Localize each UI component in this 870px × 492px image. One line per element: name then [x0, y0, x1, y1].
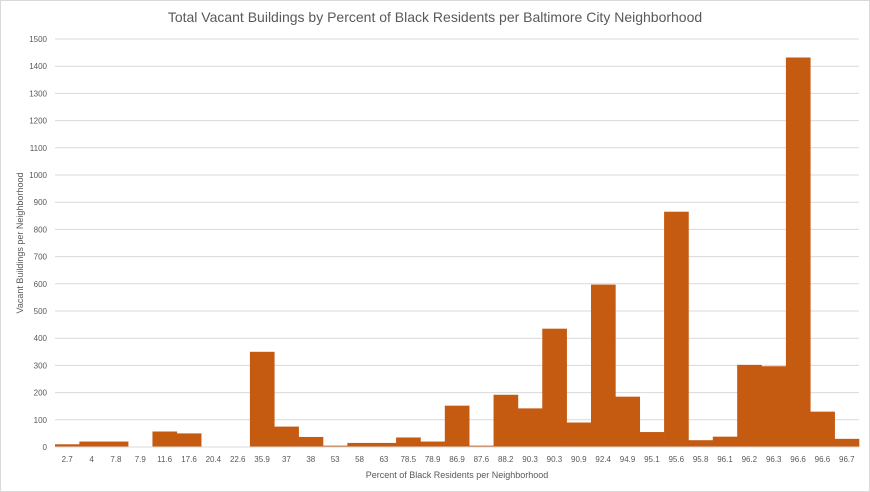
bar — [712, 436, 738, 447]
x-axis-ticks: 2.7 4 7.8 7.9 11.6 17.6 20.4 22.6 35.9 37 38 53 58 63… — [62, 455, 856, 464]
gridlines — [55, 38, 859, 421]
bar — [176, 433, 202, 447]
bar — [274, 426, 299, 447]
x-tick-label: 4 — [89, 455, 94, 464]
bar — [420, 441, 446, 447]
bar — [396, 437, 421, 447]
bars — [55, 57, 860, 447]
y-tick-label: 1200 — [29, 117, 47, 126]
y-tick-label: 700 — [34, 253, 48, 262]
x-tick-label: 37 — [282, 455, 291, 464]
x-tick-label: 96.3 — [766, 455, 782, 464]
bar — [55, 444, 80, 447]
y-axis-ticks: 0 100 200 300 400 500 600 700 800 900 1000 1100 1200… — [29, 35, 47, 452]
bar — [639, 432, 665, 447]
x-tick-label: 90.3 — [547, 455, 563, 464]
x-tick-label: 95.1 — [644, 455, 660, 464]
x-tick-label: 90.9 — [571, 455, 587, 464]
bar — [371, 442, 397, 447]
bar — [810, 411, 835, 447]
bar — [542, 328, 567, 447]
y-tick-label: 100 — [34, 416, 48, 425]
bar — [298, 436, 324, 447]
bar — [469, 445, 494, 447]
x-tick-label: 78.5 — [400, 455, 416, 464]
bar — [323, 445, 348, 447]
x-tick-label: 96.6 — [815, 455, 831, 464]
y-tick-label: 300 — [34, 361, 48, 370]
x-tick-label: 90.3 — [522, 455, 538, 464]
y-tick-label: 500 — [34, 307, 48, 316]
x-axis-title: Percent of Black Residents per Neighborh… — [366, 470, 549, 480]
bar — [493, 394, 519, 447]
x-tick-label: 7.9 — [135, 455, 147, 464]
y-tick-label: 1500 — [29, 35, 47, 44]
x-tick-label: 96.7 — [839, 455, 855, 464]
x-tick-label: 96.6 — [790, 455, 806, 464]
chart-title: Total Vacant Buildings by Percent of Bla… — [167, 9, 703, 25]
bar — [79, 441, 105, 447]
bar — [152, 431, 178, 447]
bar — [664, 211, 689, 447]
bar — [785, 57, 811, 447]
y-tick-label: 1000 — [29, 171, 47, 180]
x-tick-label: 17.6 — [181, 455, 197, 464]
x-tick-label: 87.6 — [474, 455, 490, 464]
x-tick-label: 2.7 — [62, 455, 74, 464]
y-tick-label: 800 — [34, 225, 48, 234]
bar — [347, 442, 373, 447]
bar — [444, 405, 470, 447]
bar — [688, 440, 714, 447]
bar — [615, 396, 641, 447]
x-tick-label: 63 — [379, 455, 388, 464]
y-tick-label: 0 — [43, 443, 48, 452]
x-tick-label: 92.4 — [595, 455, 611, 464]
bar — [591, 284, 616, 447]
x-tick-label: 7.8 — [110, 455, 122, 464]
y-tick-label: 1400 — [29, 62, 47, 71]
x-tick-label: 88.2 — [498, 455, 514, 464]
y-tick-label: 900 — [34, 198, 48, 207]
x-tick-label: 95.8 — [693, 455, 709, 464]
y-tick-label: 200 — [34, 389, 48, 398]
bar — [566, 422, 592, 447]
x-tick-label: 95.6 — [668, 455, 684, 464]
bar — [103, 441, 129, 447]
x-tick-label: 96.2 — [742, 455, 758, 464]
x-tick-label: 38 — [306, 455, 315, 464]
x-tick-label: 96.1 — [717, 455, 733, 464]
bar — [249, 351, 275, 447]
x-tick-label: 78.9 — [425, 455, 441, 464]
x-tick-label: 94.9 — [620, 455, 636, 464]
x-tick-label: 22.6 — [230, 455, 246, 464]
x-tick-label: 11.6 — [157, 455, 173, 464]
bar — [737, 364, 762, 447]
bar — [761, 366, 787, 447]
y-tick-label: 400 — [34, 334, 48, 343]
bar — [834, 438, 860, 447]
bar — [517, 408, 543, 447]
y-tick-label: 600 — [34, 280, 48, 289]
x-tick-label: 86.9 — [449, 455, 465, 464]
x-tick-label: 58 — [355, 455, 364, 464]
y-tick-label: 1100 — [30, 144, 48, 153]
y-axis-title: Vacant Buildings per Neighborhood — [15, 173, 25, 314]
x-tick-label: 53 — [331, 455, 340, 464]
x-tick-label: 20.4 — [206, 455, 222, 464]
y-tick-label: 1300 — [29, 89, 47, 98]
x-tick-label: 35.9 — [254, 455, 270, 464]
